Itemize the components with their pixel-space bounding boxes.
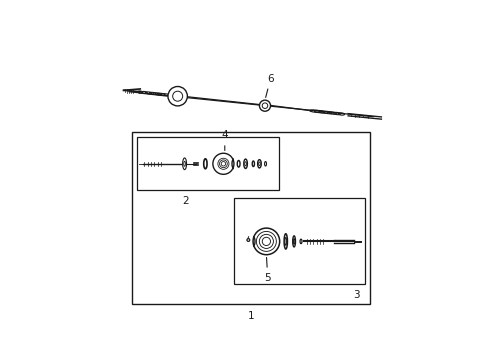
Ellipse shape	[183, 158, 187, 170]
Text: 4: 4	[221, 130, 228, 150]
Circle shape	[259, 100, 270, 111]
Bar	[235, 198, 365, 284]
Text: 2: 2	[183, 196, 189, 206]
Circle shape	[213, 153, 234, 174]
Circle shape	[168, 86, 187, 106]
Bar	[132, 132, 370, 304]
Text: 6: 6	[266, 73, 274, 98]
Text: 1: 1	[248, 311, 254, 321]
Circle shape	[253, 228, 280, 255]
Text: 5: 5	[265, 257, 271, 283]
Text: 3: 3	[353, 290, 360, 300]
Bar	[138, 138, 279, 190]
